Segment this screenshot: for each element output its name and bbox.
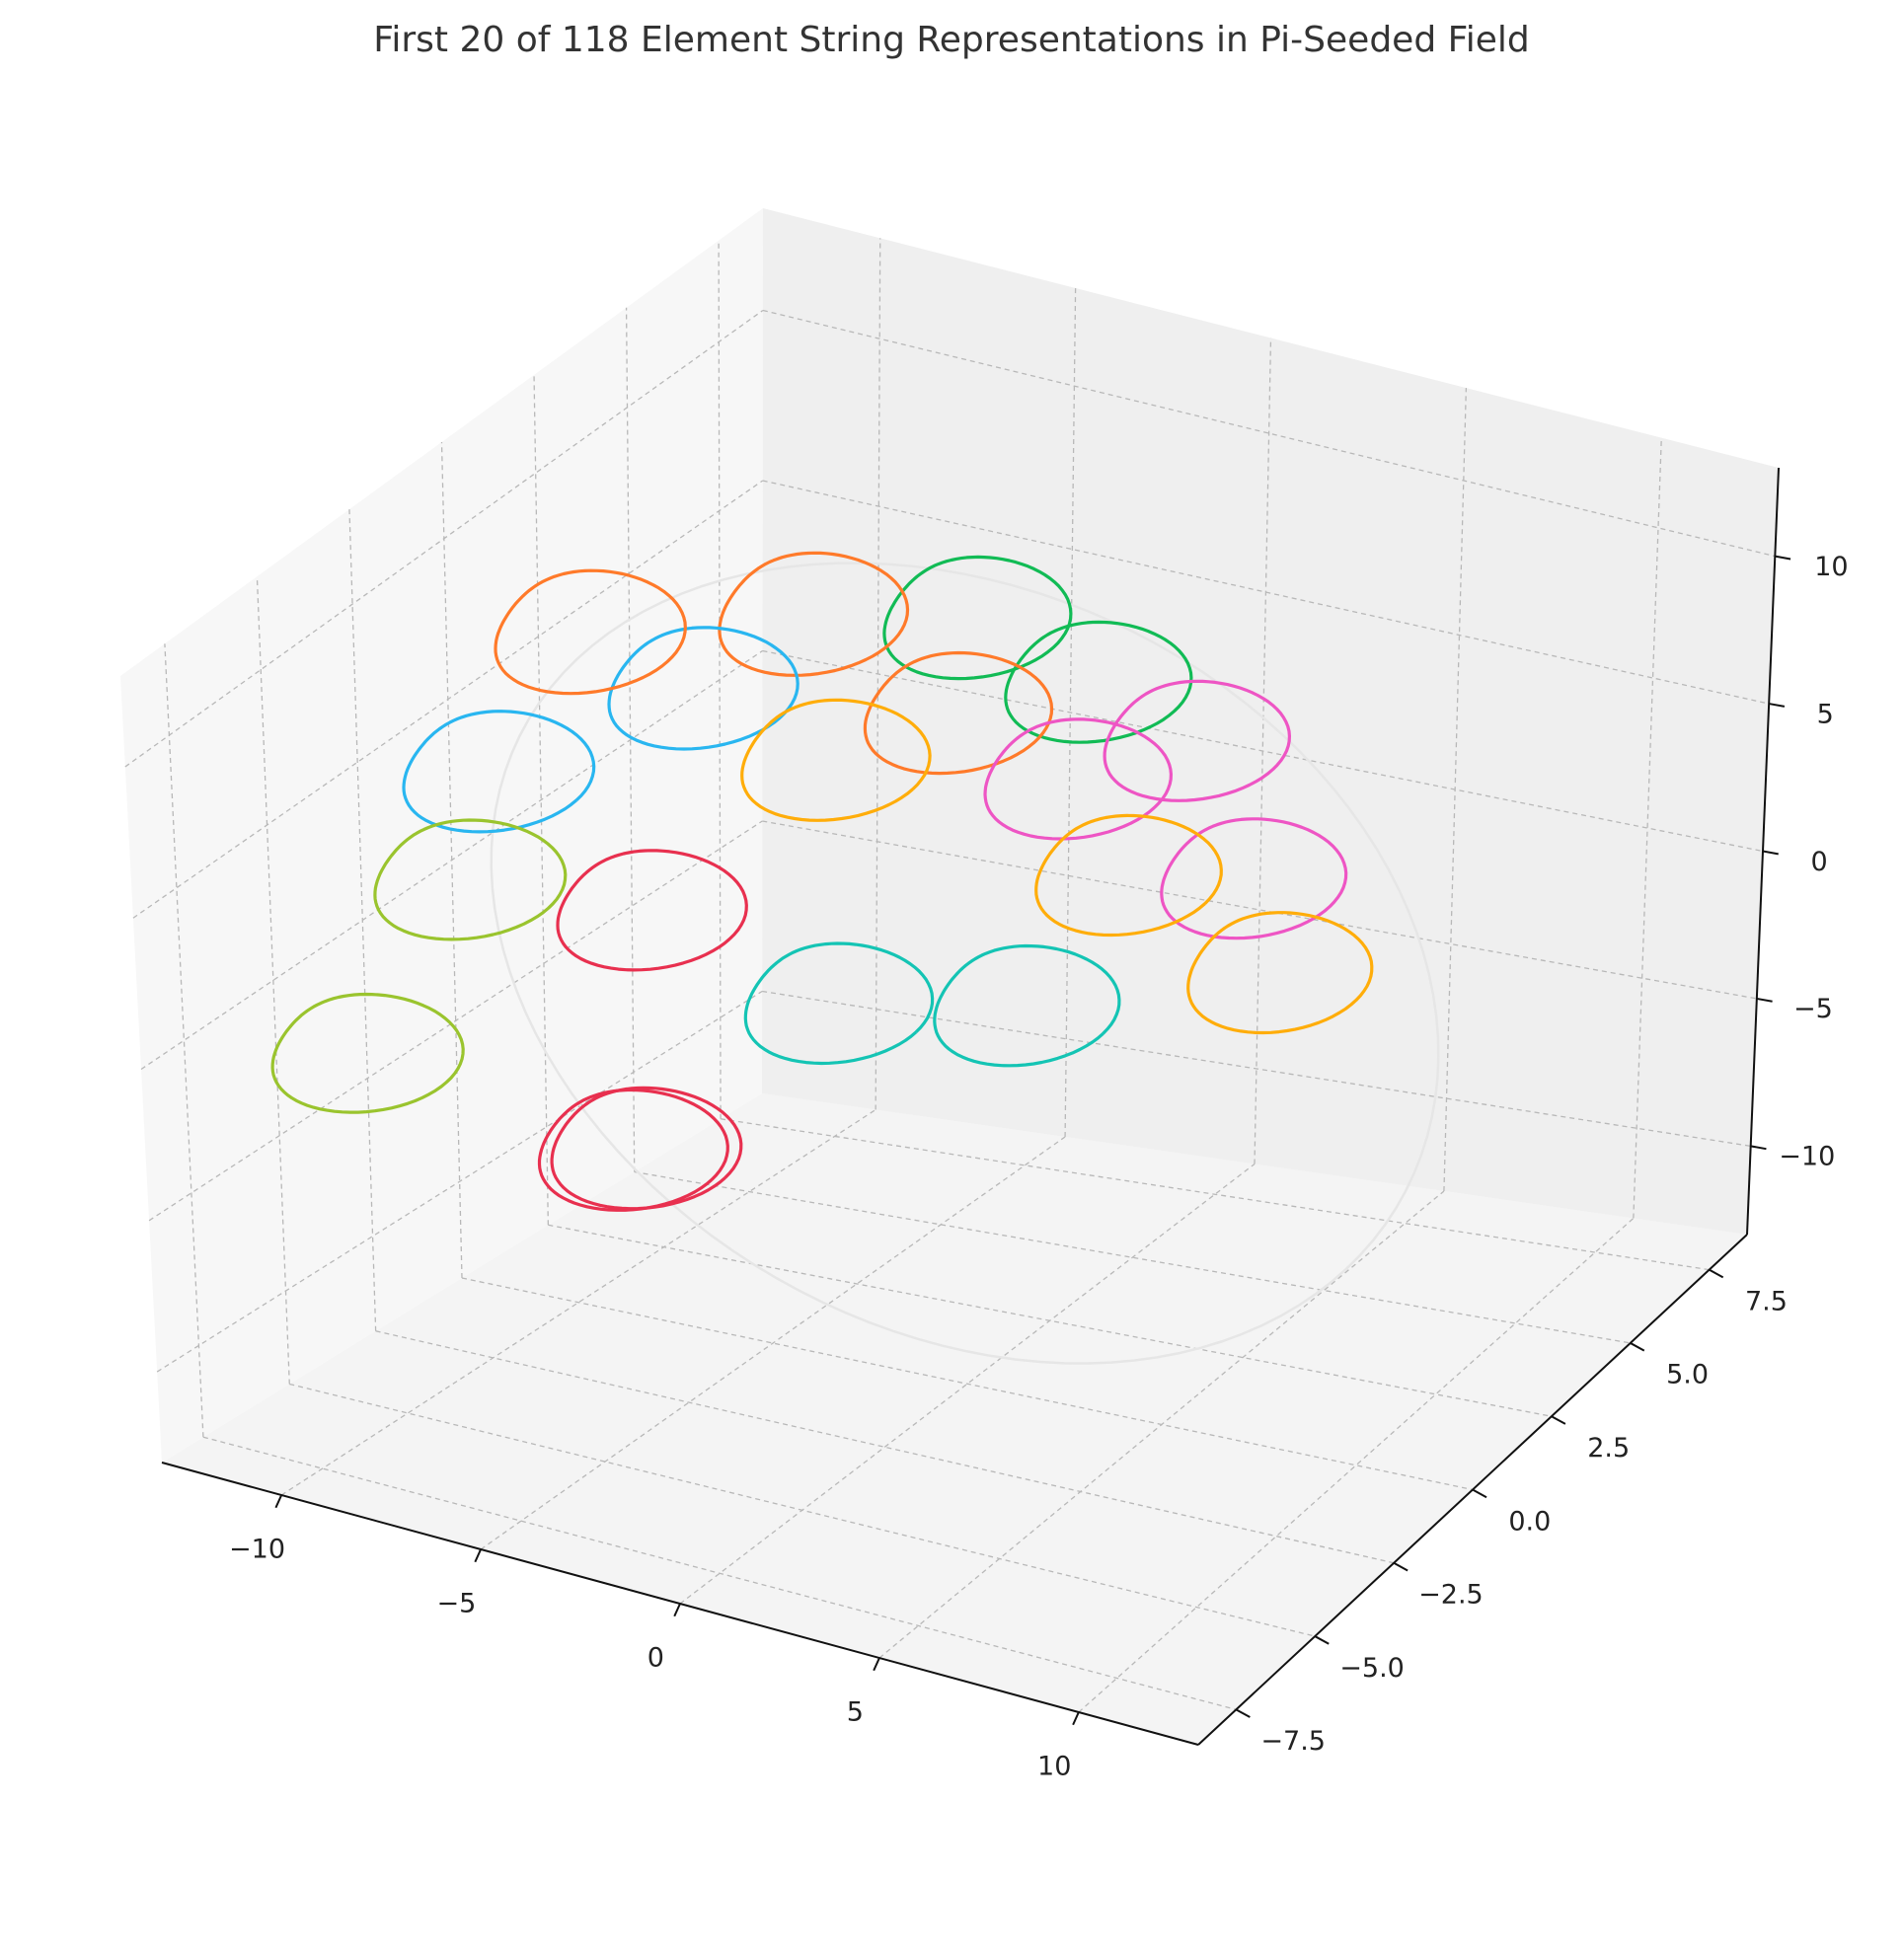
x-tick-mark: [274, 1494, 283, 1509]
background-circle: [490, 562, 1440, 1365]
grid-line-y-floor: [289, 1383, 1316, 1637]
chart-title: First 20 of 118 Element String Represent…: [373, 20, 1529, 60]
grid-line-z-left: [140, 649, 763, 1071]
x-tick-label: −5: [437, 1589, 477, 1619]
element-string-15: [1186, 911, 1374, 1035]
element-string-8: [402, 710, 596, 834]
element-string-4: [270, 992, 465, 1114]
element-string-18: [983, 717, 1174, 841]
z-tick-mark: [1750, 1145, 1767, 1151]
x-tick-mark: [673, 1603, 681, 1617]
z-tick-mark: [1775, 555, 1791, 561]
y-tick-mark: [1393, 1561, 1409, 1572]
x-tick-label: 0: [647, 1643, 664, 1674]
element-string-6: [743, 941, 935, 1066]
y-tick-mark: [1630, 1342, 1645, 1352]
element-string-17: [1004, 620, 1193, 744]
grid-lines: [124, 238, 1776, 1713]
y-tick-mark: [1551, 1415, 1566, 1425]
element-string-2: [537, 1088, 729, 1212]
y-tick-label: −7.5: [1260, 1726, 1326, 1757]
element-string-11: [718, 551, 910, 677]
grid-line-z-back: [762, 649, 1764, 853]
grid-line-y-left: [256, 576, 290, 1385]
axis-panes: [120, 208, 1779, 1745]
grid-line-z-left: [124, 309, 764, 768]
grid-line-z-back: [762, 990, 1751, 1147]
grid-line-z-left: [156, 990, 763, 1373]
y-tick-mark: [1235, 1708, 1251, 1718]
grid-line-y-left: [164, 643, 204, 1438]
grid-line-z-left: [132, 480, 764, 919]
grid-line-y-floor: [720, 1118, 1710, 1271]
grid-line-y-floor: [202, 1436, 1237, 1710]
element-string-5: [373, 818, 568, 941]
element-string-10: [494, 568, 687, 696]
grid-line-y-floor: [461, 1277, 1474, 1491]
element-string-19: [1160, 817, 1348, 940]
grid-line-x-back: [1633, 437, 1662, 1219]
y-tick-label: −2.5: [1418, 1580, 1484, 1611]
grid-line-y-floor: [548, 1224, 1553, 1417]
y-tick-label: −5.0: [1339, 1653, 1405, 1684]
back-pane: [762, 208, 1779, 1235]
grid-line-x-floor: [280, 1108, 876, 1496]
element-strings: [270, 551, 1374, 1212]
z-tick-label: −10: [1779, 1142, 1835, 1172]
axis-ticks: −10 −5 0 5 10 −7.5 −5.0 −2.5 0.0 2.5 5.0 7.5 −10 −5 0 5…: [229, 552, 1849, 1782]
floor-pane: [162, 1093, 1747, 1745]
element-string-14: [1034, 813, 1223, 938]
y-tick-mark: [1472, 1488, 1487, 1499]
x-tick-label: 10: [1037, 1752, 1071, 1782]
z-tick-mark: [1762, 850, 1779, 856]
y-tick-mark: [1709, 1268, 1724, 1279]
grid-line-z-back: [762, 480, 1770, 705]
grid-line-x-floor: [480, 1136, 1066, 1550]
element-string-1: [550, 1086, 743, 1211]
z-tick-label: −5: [1793, 994, 1833, 1024]
left-pane: [120, 208, 763, 1463]
z-tick-label: 10: [1814, 552, 1848, 582]
grid-line-y-left: [625, 307, 636, 1172]
grid-line-z-left: [148, 820, 763, 1222]
y-tick-label: 5.0: [1666, 1360, 1709, 1390]
y-tick-mark: [1314, 1635, 1330, 1645]
z-tick-label: 5: [1817, 699, 1834, 729]
x-tick-label: −10: [229, 1535, 285, 1565]
x-tick-mark: [1072, 1711, 1080, 1726]
x-tick-label: 5: [847, 1697, 864, 1728]
y-tick-label: 7.5: [1745, 1286, 1788, 1316]
element-string-9: [607, 626, 800, 751]
y-tick-label: 2.5: [1587, 1433, 1630, 1464]
element-string-13: [740, 698, 932, 822]
z-tick-label: 0: [1810, 847, 1827, 877]
y-tick-label: 0.0: [1508, 1506, 1551, 1537]
element-string-7: [933, 943, 1121, 1068]
z-tick-mark: [1756, 997, 1773, 1003]
element-string-16: [882, 555, 1073, 681]
z-tick-mark: [1768, 703, 1786, 708]
background-circle-layer: [490, 562, 1440, 1365]
x-tick-mark: [474, 1548, 482, 1563]
element-string-3: [556, 849, 748, 972]
x-tick-mark: [873, 1657, 880, 1672]
grid-line-z-back: [762, 309, 1776, 558]
